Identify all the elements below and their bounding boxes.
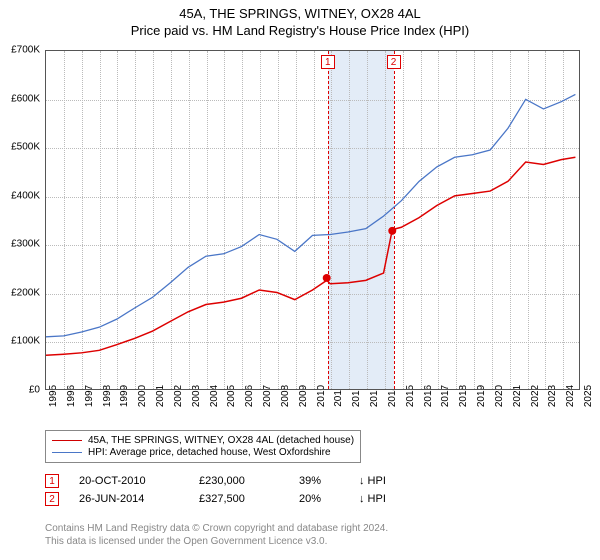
transaction-pct: 39%: [299, 475, 359, 487]
legend-row: HPI: Average price, detached house, West…: [52, 447, 354, 458]
y-axis-label: £200K: [11, 287, 40, 298]
transaction-index: 1: [45, 474, 59, 488]
legend-row: 45A, THE SPRINGS, WITNEY, OX28 4AL (deta…: [52, 435, 354, 446]
chart-container: 45A, THE SPRINGS, WITNEY, OX28 4AL Price…: [0, 0, 600, 560]
y-axis-label: £400K: [11, 190, 40, 201]
transaction-row: 2 26-JUN-2014£327,50020%↓ HPI: [45, 492, 386, 506]
transaction-dot: [388, 227, 396, 235]
legend-label: HPI: Average price, detached house, West…: [88, 447, 331, 458]
y-axis-label: £0: [29, 385, 40, 396]
chart-title: 45A, THE SPRINGS, WITNEY, OX28 4AL: [0, 6, 600, 21]
legend-swatch-blue: [52, 449, 82, 457]
y-axis-label: £700K: [11, 45, 40, 56]
legend-label: 45A, THE SPRINGS, WITNEY, OX28 4AL (deta…: [88, 435, 354, 446]
y-axis-labels: £0£100K£200K£300K£400K£500K£600K£700K: [0, 50, 42, 390]
transaction-vs: ↓ HPI: [359, 475, 386, 487]
legend-swatch-red: [52, 437, 82, 445]
y-axis-label: £500K: [11, 142, 40, 153]
transaction-marker: 2: [387, 55, 401, 69]
transaction-marker: 1: [321, 55, 335, 69]
transaction-dot: [323, 274, 331, 282]
x-axis-labels: 1995199619971998199920002001200220032004…: [45, 392, 580, 422]
y-axis-label: £600K: [11, 93, 40, 104]
chart-subtitle: Price paid vs. HM Land Registry's House …: [0, 23, 600, 38]
chart-plot-area: 12: [45, 50, 580, 390]
transaction-date: 26-JUN-2014: [79, 493, 199, 505]
transaction-price: £327,500: [199, 493, 299, 505]
footer-line: This data is licensed under the Open Gov…: [45, 535, 388, 548]
transaction-index: 2: [45, 492, 59, 506]
chart-lines-svg: [46, 51, 579, 389]
legend: 45A, THE SPRINGS, WITNEY, OX28 4AL (deta…: [45, 430, 361, 463]
title-block: 45A, THE SPRINGS, WITNEY, OX28 4AL Price…: [0, 0, 600, 38]
transaction-date: 20-OCT-2010: [79, 475, 199, 487]
transaction-price: £230,000: [199, 475, 299, 487]
transaction-vs: ↓ HPI: [359, 493, 386, 505]
hpi-line: [46, 94, 575, 336]
property-line: [46, 157, 575, 355]
transaction-rows: 1 20-OCT-2010£230,00039%↓ HPI 2 26-JUN-2014…: [45, 474, 386, 510]
x-axis-label: 2025: [583, 385, 594, 407]
footer-line: Contains HM Land Registry data © Crown c…: [45, 522, 388, 535]
transaction-pct: 20%: [299, 493, 359, 505]
transaction-row: 1 20-OCT-2010£230,00039%↓ HPI: [45, 474, 386, 488]
y-axis-label: £300K: [11, 239, 40, 250]
footer-text: Contains HM Land Registry data © Crown c…: [45, 522, 388, 548]
y-axis-label: £100K: [11, 336, 40, 347]
